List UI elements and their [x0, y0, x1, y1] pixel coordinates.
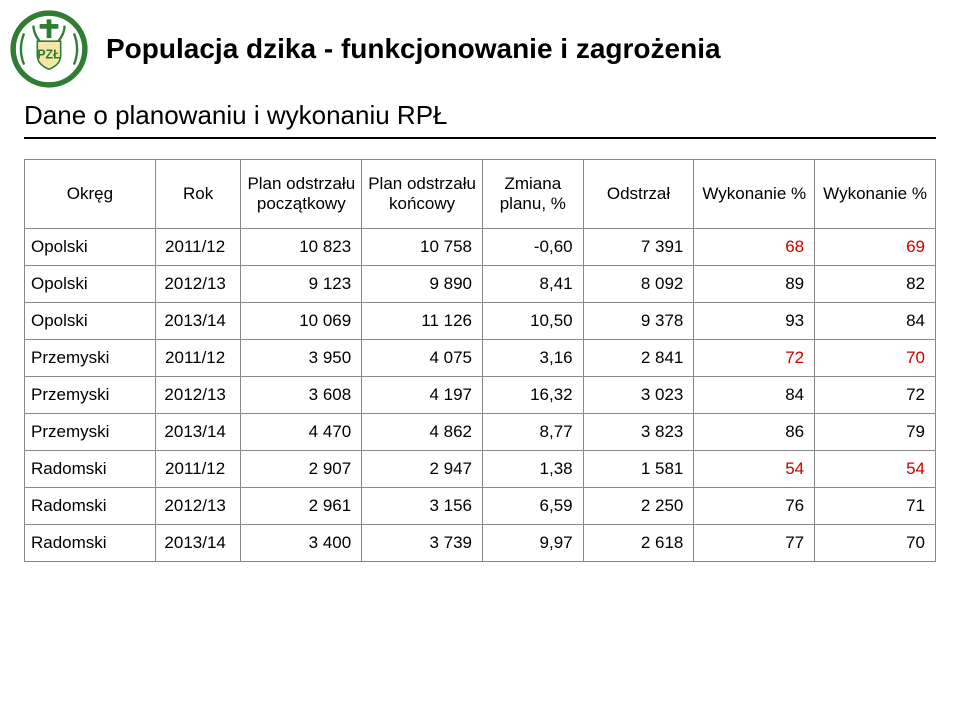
cell-region: Przemyski [25, 414, 156, 451]
cell-p_start: 3 950 [241, 340, 362, 377]
cell-year: 2013/14 [155, 303, 241, 340]
cell-wyk2: 70 [815, 340, 936, 377]
col-wyk2: Wykonanie % [815, 160, 936, 229]
cell-p_end: 3 156 [362, 488, 483, 525]
cell-ods: 8 092 [583, 266, 694, 303]
cell-wyk: 89 [694, 266, 815, 303]
cell-wyk2: 72 [815, 377, 936, 414]
cell-chg: 1,38 [482, 451, 583, 488]
cell-p_start: 10 069 [241, 303, 362, 340]
cell-year: 2011/12 [155, 451, 241, 488]
cell-chg: 8,41 [482, 266, 583, 303]
cell-year: 2012/13 [155, 377, 241, 414]
cell-region: Przemyski [25, 377, 156, 414]
cell-wyk2: 70 [815, 525, 936, 562]
cell-region: Radomski [25, 451, 156, 488]
cell-ods: 2 618 [583, 525, 694, 562]
table-row: Radomski2013/143 4003 7399,972 6187770 [25, 525, 936, 562]
cell-chg: 9,97 [482, 525, 583, 562]
cell-chg: 8,77 [482, 414, 583, 451]
col-wyk1: Wykonanie % [694, 160, 815, 229]
cell-ods: 2 250 [583, 488, 694, 525]
cell-ods: 7 391 [583, 229, 694, 266]
cell-year: 2011/12 [155, 340, 241, 377]
cell-chg: 10,50 [482, 303, 583, 340]
cell-p_start: 3 608 [241, 377, 362, 414]
cell-wyk2: 54 [815, 451, 936, 488]
cell-wyk: 77 [694, 525, 815, 562]
cell-p_end: 3 739 [362, 525, 483, 562]
cell-year: 2012/13 [155, 488, 241, 525]
col-odstrzal: Odstrzał [583, 160, 694, 229]
cell-ods: 2 841 [583, 340, 694, 377]
cell-wyk: 76 [694, 488, 815, 525]
cell-wyk2: 84 [815, 303, 936, 340]
page-title: Populacja dzika - funkcjonowanie i zagro… [106, 33, 721, 65]
logo-text: PZŁ [37, 47, 61, 61]
cell-region: Opolski [25, 229, 156, 266]
col-pstart: Plan odstrzału początkowy [241, 160, 362, 229]
cell-p_end: 11 126 [362, 303, 483, 340]
cell-p_start: 2 907 [241, 451, 362, 488]
cell-p_end: 4 862 [362, 414, 483, 451]
cell-chg: 6,59 [482, 488, 583, 525]
col-pend: Plan odstrzału końcowy [362, 160, 483, 229]
cell-chg: 3,16 [482, 340, 583, 377]
table-row: Przemyski2013/144 4704 8628,773 8238679 [25, 414, 936, 451]
table-row: Przemyski2011/123 9504 0753,162 8417270 [25, 340, 936, 377]
cell-region: Opolski [25, 303, 156, 340]
cell-wyk2: 82 [815, 266, 936, 303]
cell-wyk: 72 [694, 340, 815, 377]
cell-p_start: 2 961 [241, 488, 362, 525]
cell-chg: 16,32 [482, 377, 583, 414]
table-row: Opolski2012/139 1239 8908,418 0928982 [25, 266, 936, 303]
cell-year: 2013/14 [155, 414, 241, 451]
table-row: Przemyski2012/133 6084 19716,323 0238472 [25, 377, 936, 414]
cell-region: Przemyski [25, 340, 156, 377]
cell-wyk: 84 [694, 377, 815, 414]
cell-region: Radomski [25, 525, 156, 562]
cell-ods: 3 023 [583, 377, 694, 414]
cell-ods: 9 378 [583, 303, 694, 340]
table-row: Radomski2012/132 9613 1566,592 2507671 [25, 488, 936, 525]
col-okreg: Okręg [25, 160, 156, 229]
cell-ods: 1 581 [583, 451, 694, 488]
cell-region: Opolski [25, 266, 156, 303]
cell-year: 2012/13 [155, 266, 241, 303]
pzl-logo: PZŁ [10, 10, 88, 88]
cell-ods: 3 823 [583, 414, 694, 451]
cell-p_start: 4 470 [241, 414, 362, 451]
col-zmiana: Zmiana planu, % [482, 160, 583, 229]
table-row: Opolski2013/1410 06911 12610,509 3789384 [25, 303, 936, 340]
cell-p_start: 3 400 [241, 525, 362, 562]
divider [24, 137, 936, 139]
cell-wyk: 68 [694, 229, 815, 266]
cell-p_end: 10 758 [362, 229, 483, 266]
cell-p_end: 9 890 [362, 266, 483, 303]
cell-region: Radomski [25, 488, 156, 525]
cell-year: 2013/14 [155, 525, 241, 562]
cell-p_end: 4 197 [362, 377, 483, 414]
cell-year: 2011/12 [155, 229, 241, 266]
cell-p_start: 10 823 [241, 229, 362, 266]
col-rok: Rok [155, 160, 241, 229]
data-table-wrap: Okręg Rok Plan odstrzału początkowy Plan… [24, 159, 936, 562]
page-subtitle: Dane o planowaniu i wykonaniu RPŁ [24, 100, 960, 131]
cell-p_end: 4 075 [362, 340, 483, 377]
cell-wyk: 86 [694, 414, 815, 451]
cell-wyk2: 69 [815, 229, 936, 266]
cell-p_start: 9 123 [241, 266, 362, 303]
cell-chg: -0,60 [482, 229, 583, 266]
cell-wyk: 93 [694, 303, 815, 340]
table-row: Opolski2011/1210 82310 758-0,607 3916869 [25, 229, 936, 266]
table-row: Radomski2011/122 9072 9471,381 5815454 [25, 451, 936, 488]
cell-wyk2: 79 [815, 414, 936, 451]
table-header-row: Okręg Rok Plan odstrzału początkowy Plan… [25, 160, 936, 229]
cell-wyk2: 71 [815, 488, 936, 525]
cell-p_end: 2 947 [362, 451, 483, 488]
data-table: Okręg Rok Plan odstrzału początkowy Plan… [24, 159, 936, 562]
cell-wyk: 54 [694, 451, 815, 488]
